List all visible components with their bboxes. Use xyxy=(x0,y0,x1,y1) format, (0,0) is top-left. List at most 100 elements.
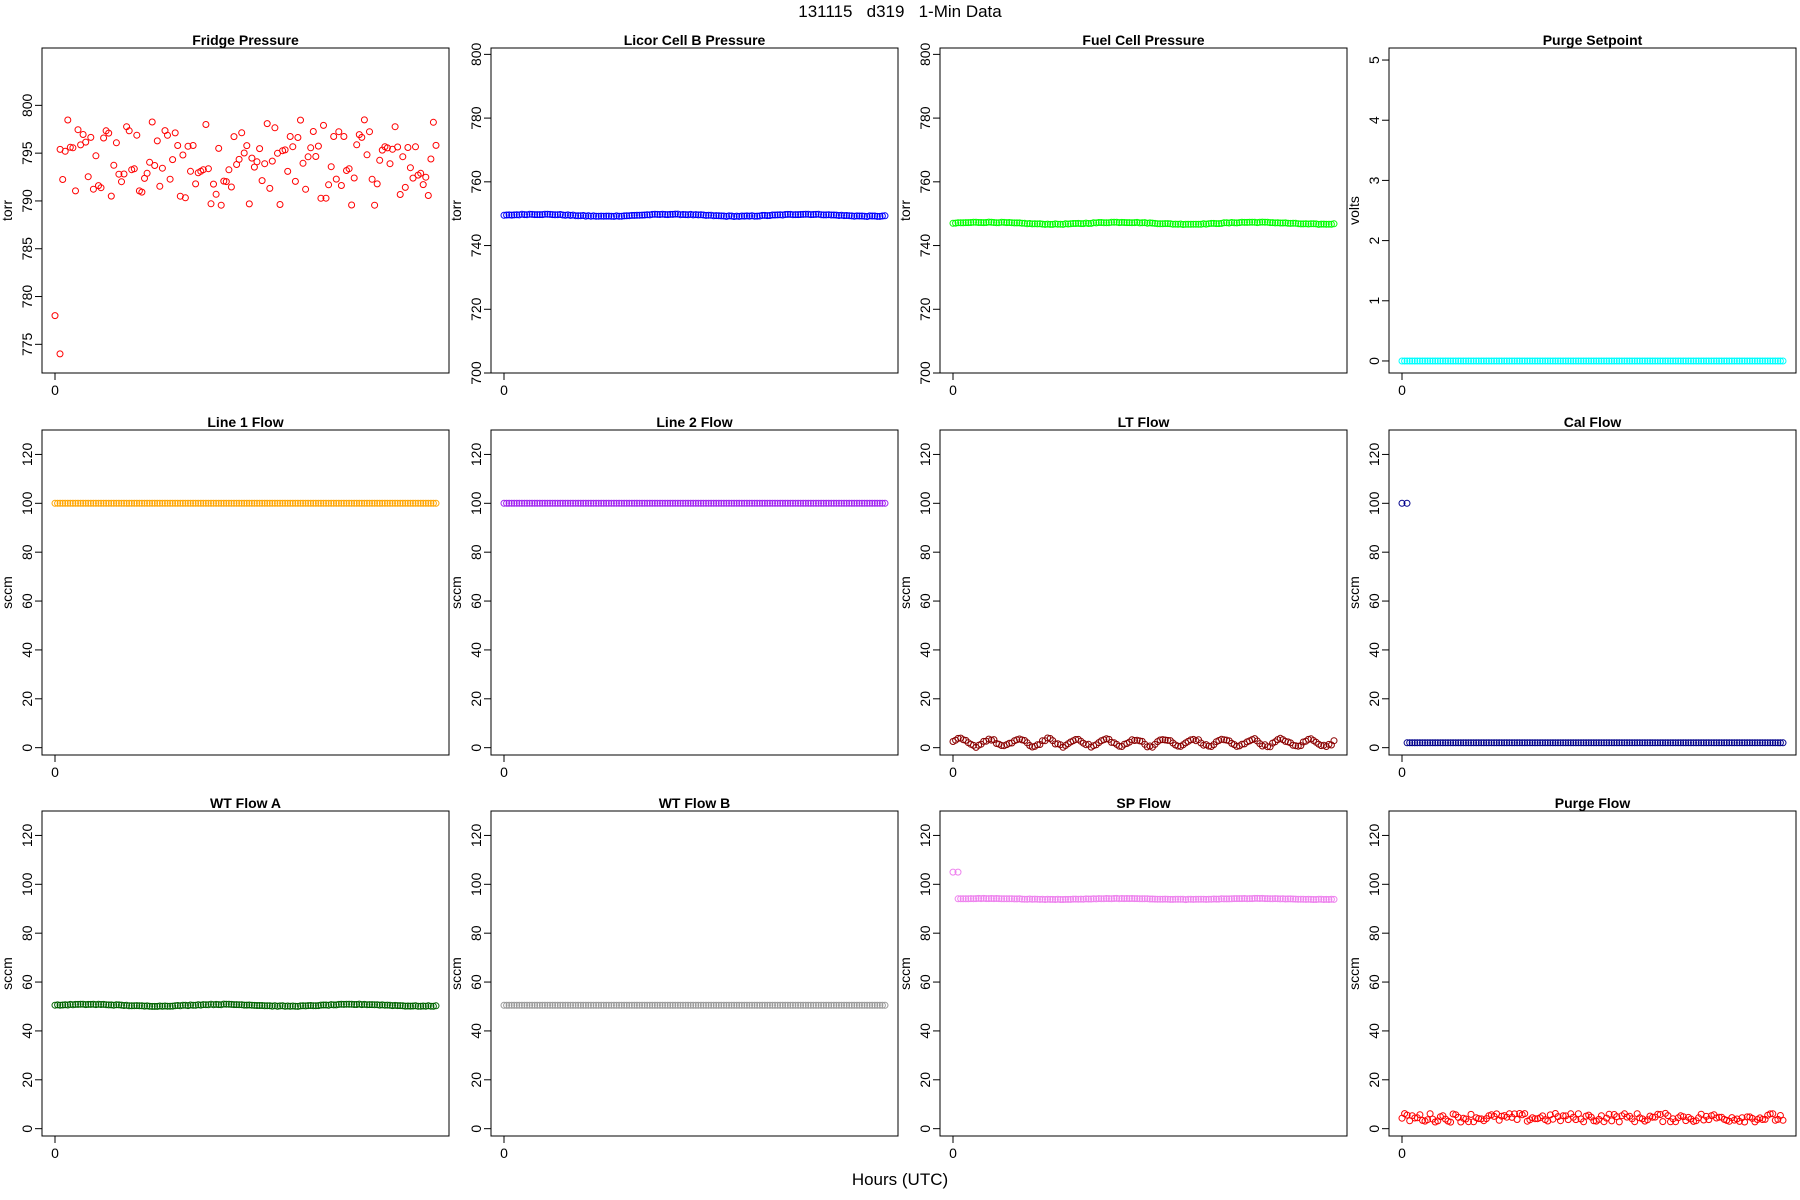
data-point xyxy=(1205,220,1213,228)
data-point xyxy=(546,1001,554,1009)
data-point xyxy=(1097,219,1105,226)
data-point xyxy=(1138,219,1146,227)
data-point xyxy=(286,1002,294,1010)
x-tick-label: 0 xyxy=(500,382,508,398)
data-point xyxy=(1079,220,1087,228)
data-point xyxy=(723,212,730,220)
data-point xyxy=(1062,895,1069,903)
y-tick-label: 120 xyxy=(468,824,484,848)
data-point xyxy=(340,133,348,140)
data-point xyxy=(625,1001,633,1009)
data-point xyxy=(536,1001,544,1009)
data-point xyxy=(1554,739,1562,747)
data-point xyxy=(1289,219,1297,227)
data-point xyxy=(1636,739,1644,747)
y-tick-label: 700 xyxy=(468,361,484,385)
data-point xyxy=(317,194,325,202)
data-point xyxy=(164,499,171,507)
data-point xyxy=(579,499,587,507)
data-point xyxy=(207,1000,215,1008)
data-point xyxy=(751,1001,759,1009)
data-point xyxy=(682,499,690,507)
data-point xyxy=(748,499,756,507)
data-point xyxy=(107,192,115,200)
data-point xyxy=(1205,895,1213,903)
data-point xyxy=(1207,895,1215,903)
data-point xyxy=(1500,357,1508,365)
y-tick-label: 780 xyxy=(917,106,933,130)
data-point xyxy=(541,499,549,507)
y-tick-label: 100 xyxy=(19,491,35,515)
data-point xyxy=(705,1001,713,1009)
data-point xyxy=(1605,357,1613,365)
data-point xyxy=(697,1001,705,1009)
data-point xyxy=(794,499,802,507)
data-point xyxy=(1115,219,1123,227)
data-point xyxy=(513,1001,521,1009)
data-point xyxy=(123,1001,131,1009)
data-point xyxy=(1228,895,1236,903)
data-point xyxy=(674,1001,682,1009)
data-point xyxy=(873,1001,881,1009)
y-tick-label: 20 xyxy=(19,1072,35,1088)
data-point xyxy=(1705,357,1713,365)
data-point xyxy=(327,1001,335,1009)
data-point xyxy=(204,499,212,507)
data-point xyxy=(1628,357,1636,365)
data-point xyxy=(1302,895,1310,903)
data-point xyxy=(1067,895,1075,903)
data-point xyxy=(776,211,784,219)
data-point xyxy=(761,499,769,507)
data-point xyxy=(723,1001,730,1009)
data-point xyxy=(651,210,659,218)
data-point xyxy=(227,183,235,191)
data-point xyxy=(1033,895,1041,903)
data-point xyxy=(995,895,1003,903)
data-point xyxy=(125,1002,133,1010)
data-point xyxy=(317,499,325,507)
data-point xyxy=(820,499,828,507)
data-point xyxy=(404,499,412,507)
data-point xyxy=(954,868,962,876)
data-point xyxy=(1292,742,1300,750)
data-point xyxy=(845,1001,853,1009)
data-point xyxy=(376,1001,384,1009)
data-point xyxy=(153,137,161,145)
plot-frame xyxy=(490,429,899,756)
data-point xyxy=(120,499,128,507)
data-point xyxy=(1179,895,1187,903)
data-point xyxy=(309,1002,317,1010)
data-point xyxy=(215,144,223,152)
data-point xyxy=(636,499,643,507)
data-point xyxy=(1480,739,1488,747)
data-point xyxy=(143,499,151,507)
data-point xyxy=(1118,218,1126,226)
data-point xyxy=(69,144,77,152)
data-point xyxy=(1202,895,1210,903)
data-point xyxy=(666,499,674,507)
data-point xyxy=(692,211,700,219)
data-point xyxy=(656,211,664,218)
data-point xyxy=(584,499,592,507)
data-point xyxy=(809,499,817,507)
x-tick-label: 0 xyxy=(51,764,59,780)
data-point xyxy=(1077,220,1085,228)
data-point xyxy=(1403,357,1411,365)
data-point xyxy=(694,499,702,507)
data-point xyxy=(202,121,210,128)
data-point xyxy=(554,499,562,507)
data-point xyxy=(1431,357,1439,365)
plot-frame xyxy=(41,429,450,756)
data-point xyxy=(1289,741,1297,749)
data-point xyxy=(620,1001,628,1009)
data-point xyxy=(868,212,876,220)
data-point xyxy=(1187,895,1195,903)
data-point xyxy=(1049,220,1057,228)
data-point xyxy=(720,1001,728,1009)
data-point xyxy=(861,499,868,507)
data-point xyxy=(1195,895,1202,903)
data-point xyxy=(735,1001,743,1009)
data-point xyxy=(284,167,292,175)
